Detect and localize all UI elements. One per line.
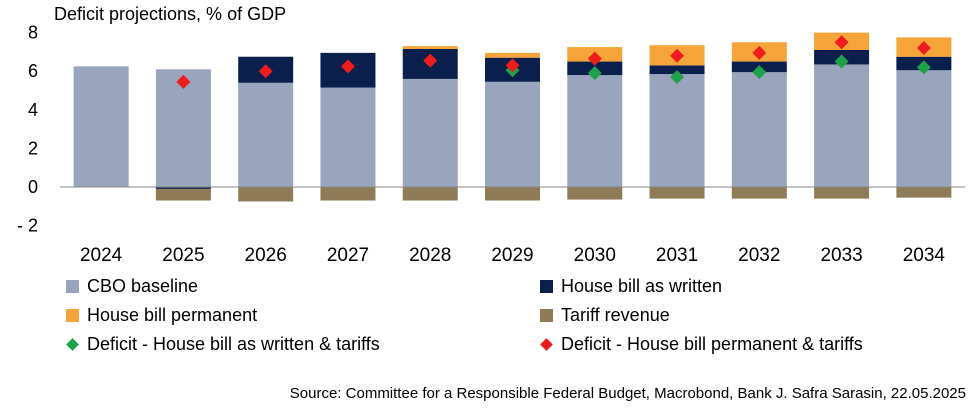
- legend-item-deficit-as-written: Deficit - House bill as written & tariff…: [66, 334, 380, 355]
- marker-deficit-as-written-2031: [670, 69, 685, 84]
- y-tick-label: 6: [28, 61, 38, 81]
- legend-item-tariff-revenue: Tariff revenue: [540, 305, 670, 326]
- marker-deficit-as-written-2034: [916, 60, 931, 75]
- x-tick-label-2031: 2031: [656, 245, 698, 266]
- legend-swatch-tariff-revenue: [540, 309, 553, 322]
- source-note: Source: Committee for a Responsible Fede…: [289, 385, 966, 402]
- bar-segment-tariff-revenue-2031: [649, 187, 705, 199]
- legend-marker-deficit-permanent: [540, 338, 553, 351]
- marker-deficit-as-written-2030: [587, 66, 602, 81]
- bar-segment-house-bill-permanent-2028: [402, 46, 458, 50]
- bar-segment-tariff-revenue-2027: [320, 187, 376, 201]
- legend-label-house-bill-permanent: House bill permanent: [87, 305, 258, 325]
- legend-label-deficit-permanent: Deficit - House bill permanent & tariffs: [561, 334, 863, 354]
- bar-segment-tariff-revenue-2030: [567, 187, 623, 200]
- x-tick-label-2033: 2033: [820, 245, 862, 266]
- y-tick-label: 2: [28, 138, 38, 158]
- legend-label-cbo-baseline: CBO baseline: [87, 276, 199, 296]
- y-tick-label: 0: [28, 177, 38, 197]
- legend-item-deficit-permanent: Deficit - House bill permanent & tariffs: [540, 334, 863, 355]
- marker-deficit-permanent-2028: [423, 53, 438, 68]
- y-axis-labels: - 2 0 2 4 6 8: [17, 23, 38, 236]
- bar-segment-cbo-baseline-2033: [814, 64, 870, 187]
- bar-segment-cbo-baseline-2034: [896, 70, 952, 187]
- y-tick-label: - 2: [17, 216, 38, 236]
- x-tick-label-2025: 2025: [162, 245, 204, 266]
- markers-layer: [176, 35, 931, 89]
- legend-swatch-house-bill-as-written: [540, 280, 553, 293]
- legend: CBO baseline House bill as written House…: [66, 276, 966, 366]
- legend-label-deficit-as-written: Deficit - House bill as written & tariff…: [87, 334, 380, 354]
- legend-swatch-cbo-baseline: [66, 280, 79, 293]
- marker-deficit-permanent-2032: [752, 45, 767, 60]
- marker-deficit-permanent-2033: [834, 35, 849, 50]
- legend-item-house-bill-as-written: House bill as written: [540, 276, 722, 297]
- bar-segment-cbo-baseline-2032: [731, 72, 787, 187]
- x-tick-label-2024: 2024: [80, 245, 123, 266]
- bar-segment-tariff-revenue-2026: [238, 187, 294, 202]
- bar-segment-cbo-baseline-2024: [73, 66, 129, 187]
- x-tick-label-2034: 2034: [903, 245, 946, 266]
- legend-label-house-bill-as-written: House bill as written: [561, 276, 723, 296]
- bar-segment-house-bill-as-written-2031: [649, 65, 705, 75]
- bar-segment-cbo-baseline-2031: [649, 74, 705, 187]
- legend-label-tariff-revenue: Tariff revenue: [561, 305, 670, 325]
- x-tick-label-2032: 2032: [738, 245, 780, 266]
- marker-deficit-permanent-2027: [340, 59, 355, 74]
- bar-segment-tariff-revenue-2032: [731, 187, 787, 199]
- marker-deficit-permanent-2031: [670, 48, 685, 63]
- x-tick-label-2030: 2030: [574, 245, 616, 266]
- bar-segment-cbo-baseline-2026: [238, 82, 294, 187]
- y-tick-label: 8: [28, 23, 38, 43]
- chart-title: Deficit projections, % of GDP: [54, 4, 287, 24]
- bar-segment-tariff-revenue-2029: [485, 187, 540, 201]
- marker-deficit-as-written-2032: [752, 65, 767, 80]
- marker-deficit-permanent-2025: [176, 74, 191, 89]
- bars-layer: [73, 32, 952, 202]
- marker-deficit-permanent-2026: [258, 64, 273, 79]
- bar-segment-cbo-baseline-2030: [567, 75, 623, 187]
- marker-deficit-as-written-2033: [834, 54, 849, 69]
- x-tick-label-2027: 2027: [327, 245, 369, 266]
- legend-swatch-house-bill-permanent: [66, 309, 79, 322]
- bar-segment-cbo-baseline-2028: [402, 78, 458, 187]
- bar-segment-tariff-revenue-2033: [814, 187, 870, 199]
- x-axis-labels: 2024 2025 2026 2027 2028 2029 2030 2031 2032 2033…: [80, 245, 945, 266]
- x-tick-label-2026: 2026: [245, 245, 287, 266]
- bar-segment-tariff-revenue-2025: [155, 188, 211, 201]
- legend-item-cbo-baseline: CBO baseline: [66, 276, 198, 297]
- marker-deficit-permanent-2034: [916, 41, 931, 56]
- bar-chart: - 2 0 2 4 6 8 2024 2025 2026 2027 2028 2029 2030 203…: [17, 23, 965, 266]
- legend-item-house-bill-permanent: House bill permanent: [66, 305, 257, 326]
- bar-segment-house-bill-permanent-2029: [485, 52, 540, 58]
- bar-segment-house-bill-as-written-2025: [155, 187, 211, 189]
- x-tick-label-2028: 2028: [409, 245, 451, 266]
- legend-marker-deficit-as-written: [66, 338, 79, 351]
- bar-segment-cbo-baseline-2027: [320, 87, 376, 187]
- x-tick-label-2029: 2029: [491, 245, 533, 266]
- bar-segment-cbo-baseline-2029: [485, 81, 540, 187]
- bar-segment-tariff-revenue-2028: [402, 187, 458, 201]
- bar-segment-tariff-revenue-2034: [896, 187, 952, 198]
- y-tick-label: 4: [28, 100, 38, 120]
- marker-deficit-permanent-2029: [505, 58, 520, 73]
- bar-segment-cbo-baseline-2025: [155, 69, 211, 187]
- marker-deficit-permanent-2030: [587, 51, 602, 66]
